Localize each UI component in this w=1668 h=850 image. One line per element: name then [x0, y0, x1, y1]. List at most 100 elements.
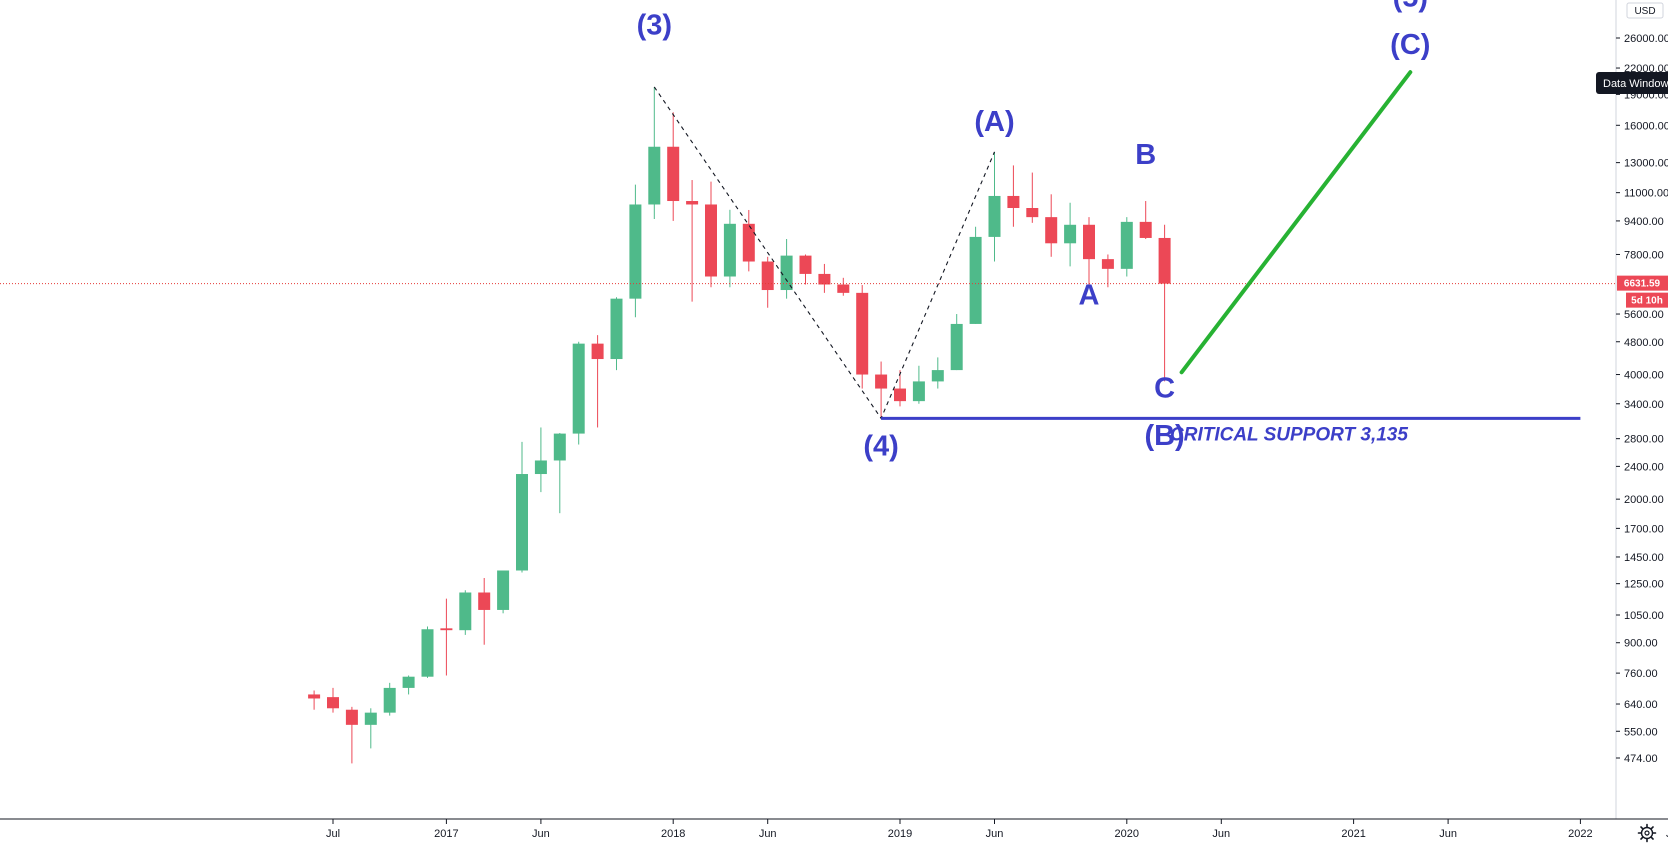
x-tick-label: Jul: [326, 828, 340, 840]
candle: [534, 427, 547, 493]
x-tick-label: Jun: [759, 828, 777, 840]
price-axis[interactable]: 474.00 550.00 640.00 760.00 900.00 1050.00 125…: [1616, 33, 1668, 765]
candle-body: [686, 201, 699, 205]
wave-label: (4): [863, 430, 898, 462]
candle: [648, 86, 661, 220]
y-tick-label: 760.00: [1624, 668, 1658, 680]
annotations-layer: CRITICAL SUPPORT 3,135 (3) (4) (A) B A C (B) (5)…: [0, 0, 1616, 462]
bar-countdown: 5d 10h: [1631, 296, 1663, 307]
candle-body: [610, 298, 623, 360]
candle: [950, 314, 963, 371]
y-tick-label: 13000.00: [1624, 158, 1668, 170]
y-tick-label: 1250.00: [1624, 579, 1664, 591]
candle: [459, 590, 472, 635]
candle-body: [931, 370, 944, 382]
candle-body: [308, 694, 321, 699]
y-tick-label: 2800.00: [1624, 434, 1664, 446]
candle: [723, 209, 736, 288]
candle-body: [969, 236, 982, 324]
y-tick-label: 9400.00: [1624, 216, 1664, 228]
y-tick-label: 4000.00: [1624, 370, 1664, 382]
candle-body: [1120, 221, 1133, 269]
candle-body: [723, 223, 736, 277]
candle: [1064, 202, 1077, 267]
wave-label: (B): [1144, 420, 1184, 452]
gear-icon[interactable]: [1637, 823, 1657, 843]
candle-body: [497, 570, 510, 610]
candle-body: [912, 381, 925, 402]
candle-body: [345, 709, 358, 725]
candle-body: [705, 204, 717, 277]
candles-layer: [308, 86, 1171, 764]
candle: [818, 263, 831, 293]
candle-body: [1158, 237, 1171, 284]
candle-body: [818, 273, 831, 285]
candle-body: [1139, 221, 1152, 238]
x-tick-label: 2020: [1115, 828, 1139, 840]
candle: [516, 441, 528, 573]
candle: [610, 297, 623, 371]
candle: [988, 151, 1001, 262]
candle: [742, 209, 755, 272]
y-tick-label: 3400.00: [1624, 399, 1664, 411]
candle-body: [402, 676, 415, 688]
currency-badge: [1626, 2, 1664, 19]
candle-body: [440, 628, 453, 631]
x-tick-label: Jun: [1212, 828, 1230, 840]
candle-body: [591, 343, 604, 360]
candle-body: [761, 261, 774, 291]
candle-body: [837, 284, 850, 293]
time-axis[interactable]: Jul 2017 Jun 2018 Jun 2019 Jun 2020 Jun 2021 Jun 20…: [326, 819, 1668, 840]
candle-body: [1007, 195, 1020, 209]
candle: [364, 708, 377, 749]
candle: [327, 687, 339, 713]
candle: [383, 682, 396, 716]
candle-body: [1064, 224, 1077, 244]
candle: [553, 432, 566, 514]
candle: [629, 184, 642, 318]
candle: [572, 341, 585, 445]
y-tick-label: 900.00: [1624, 638, 1658, 650]
candle: [345, 706, 358, 764]
y-tick-label: 4800.00: [1624, 337, 1664, 349]
x-tick-label: Jun: [1439, 828, 1457, 840]
candle: [667, 112, 680, 221]
candle: [1026, 172, 1039, 223]
candle: [931, 357, 944, 389]
y-tick-label: 474.00: [1624, 753, 1658, 765]
candle-body: [894, 388, 906, 402]
x-tick-label: 2019: [888, 828, 912, 840]
last-price-tag: 6631.59 5d 10h: [1617, 275, 1668, 308]
candle: [686, 180, 699, 302]
data-window-label[interactable]: Data Window: [1603, 78, 1668, 90]
candle: [402, 675, 415, 695]
candle: [440, 598, 453, 676]
candle-body: [553, 433, 566, 461]
candle: [421, 626, 434, 678]
candle: [799, 254, 812, 285]
data-window-tab[interactable]: [1596, 72, 1668, 94]
candle: [478, 577, 491, 645]
x-tick-label: Jun: [1666, 828, 1668, 840]
wave-label: (5): [1393, 0, 1428, 13]
candle: [875, 361, 888, 419]
candle-body: [478, 592, 491, 610]
candle-body: [856, 292, 869, 375]
candle: [1158, 224, 1171, 382]
y-tick-label: 7800.00: [1624, 249, 1664, 261]
candle-body: [988, 195, 1001, 237]
candle: [1139, 201, 1152, 240]
x-tick-label: 2022: [1568, 828, 1592, 840]
x-tick-label: Jun: [532, 828, 550, 840]
candle: [969, 226, 982, 324]
candle-body: [383, 687, 396, 713]
candle-body: [459, 592, 472, 631]
candle: [705, 181, 717, 288]
x-tick-label: 2018: [661, 828, 685, 840]
candle: [1045, 194, 1058, 257]
last-price-value: 6631.59: [1624, 279, 1661, 290]
candle-body: [629, 204, 642, 299]
candle-body: [742, 223, 755, 262]
y-tick-label: 1450.00: [1624, 552, 1664, 564]
